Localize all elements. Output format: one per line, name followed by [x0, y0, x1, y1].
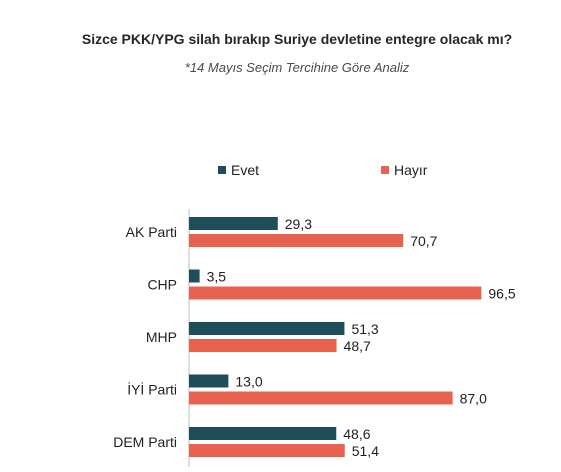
category-axis: AK Parti CHP MHP İYİ Parti DEM Parti [113, 209, 190, 467]
value-label-chp-hayir: 96,5 [488, 286, 515, 302]
bar-chp-evet [189, 269, 200, 283]
value-label-ak-parti-hayir: 70,7 [410, 233, 437, 249]
value-label-mhp-evet: 51,3 [351, 321, 378, 337]
legend-label-evet: Evet [231, 162, 259, 178]
value-label-iyi-parti-evet: 13,0 [235, 374, 262, 390]
legend-swatch-evet [218, 166, 226, 174]
value-label-mhp-hayir: 48,7 [344, 338, 371, 354]
value-label-iyi-parti-hayir: 87,0 [460, 391, 487, 407]
value-label-chp-evet: 3,5 [207, 269, 227, 285]
bar-dem-parti-evet [189, 427, 337, 440]
category-label-ak-parti: AK Parti [126, 224, 177, 240]
bar-mhp-evet [189, 322, 345, 335]
chart-subtitle: *14 Mayıs Seçim Tercihine Göre Analiz [184, 60, 410, 75]
value-label-dem-parti-hayir: 51,4 [352, 443, 379, 459]
legend-swatch-hayir [381, 166, 389, 174]
bar-dem-parti-hayir [189, 444, 345, 457]
category-label-dem-parti: DEM Parti [113, 434, 177, 450]
bar-iyi-parti-hayir [189, 391, 453, 405]
chart-title: Sizce PKK/YPG silah bırakıp Suriye devle… [81, 31, 513, 47]
bar-ak-parti-hayir [189, 234, 404, 247]
legend-label-hayir: Hayır [394, 162, 428, 178]
value-label-ak-parti-evet: 29,3 [285, 216, 312, 232]
value-label-dem-parti-evet: 48,6 [343, 426, 370, 442]
category-label-mhp: MHP [146, 329, 177, 345]
bar-iyi-parti-evet [189, 374, 229, 388]
bar-chp-hayir [189, 286, 482, 300]
bar-mhp-hayir [189, 339, 337, 352]
category-label-iyi-parti: İYİ Parti [127, 381, 177, 398]
legend: Evet Hayır [218, 162, 428, 178]
category-label-chp: CHP [147, 277, 177, 293]
bar-ak-parti-evet [189, 217, 278, 230]
bars: 29,3 70,7 3,5 96,5 51,348,7 13,0 87,0 48,651,4 [189, 216, 516, 459]
